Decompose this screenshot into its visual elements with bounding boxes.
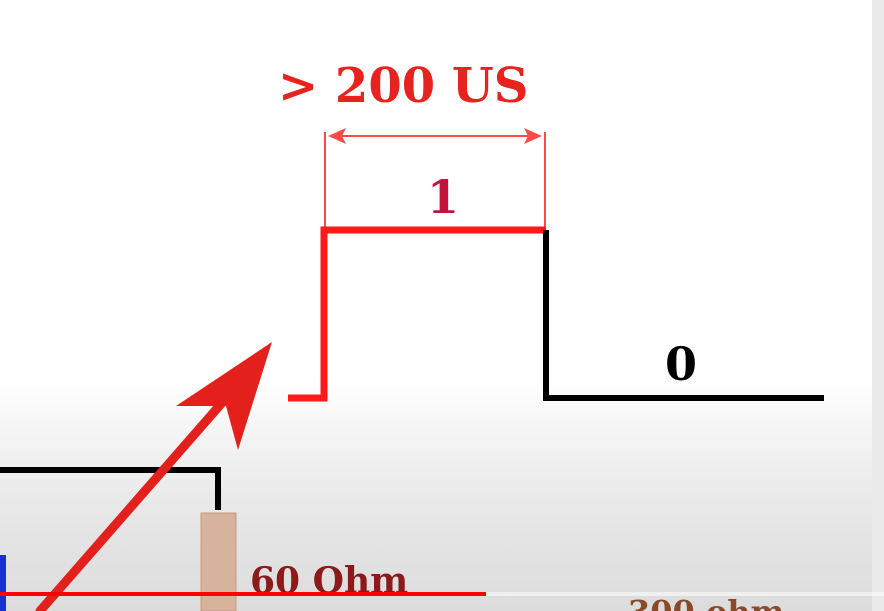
- frame-edge: [872, 0, 884, 611]
- pointer-arrow-shaft: [35, 391, 233, 611]
- low-level-label: 0: [665, 337, 697, 391]
- resistor-60-ohm: [200, 512, 237, 611]
- dimension-arrowhead-left: [328, 128, 346, 144]
- pointer-arrowhead: [176, 342, 272, 450]
- video-progress-track[interactable]: [0, 592, 884, 596]
- blue-component-edge: [0, 555, 6, 611]
- dimension-arrowhead-right: [524, 128, 542, 144]
- second-resistor-label: 300 ohm: [628, 593, 785, 611]
- pulse-width-label: > 200 US: [278, 58, 528, 114]
- high-level-label: 1: [427, 170, 459, 224]
- video-progress-fill: [0, 592, 487, 596]
- bus-wire: [0, 467, 221, 510]
- signal-low-trace: [543, 230, 824, 401]
- signal-high-trace: [288, 226, 546, 402]
